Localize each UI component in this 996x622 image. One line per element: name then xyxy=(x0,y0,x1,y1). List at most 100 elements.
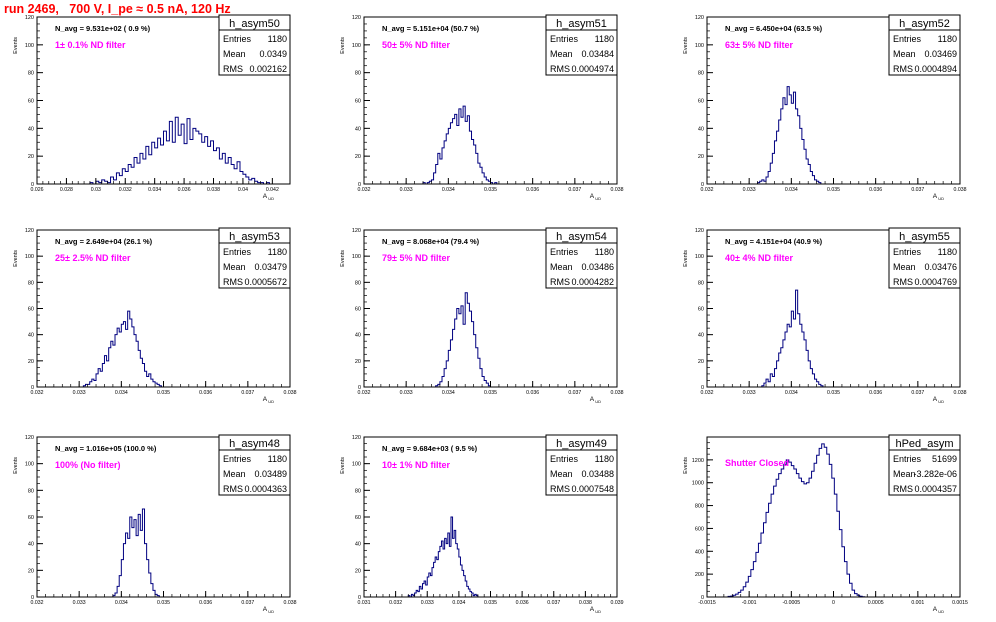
x-tick-label: 0.034 xyxy=(442,187,455,193)
stats-box xyxy=(888,434,961,496)
stats-entries-label: Entries xyxy=(893,247,922,257)
y-tick-label: 100 xyxy=(695,254,704,260)
y-tick-label: 100 xyxy=(25,254,34,260)
histogram-panel-h_asym52: 0 20 40 60 80 100 120 0.032 0.033 0.034 0.035 0.036… xyxy=(683,14,967,201)
stats-entries-value: 1180 xyxy=(595,34,614,44)
x-tick-label: -0.001 xyxy=(742,600,757,606)
navg-label: N_avg = 6.450e+04 (63.5 %) xyxy=(725,24,823,33)
x-tick-label: 0.038 xyxy=(579,600,592,606)
x-tick-label: 0.033 xyxy=(743,390,756,396)
x-tick-label: 0.031 xyxy=(358,600,371,606)
x-tick-label: 0.038 xyxy=(954,187,967,193)
stats-box xyxy=(545,14,618,76)
y-tick-label: 0 xyxy=(701,182,704,188)
x-axis-label: A UD xyxy=(590,606,601,614)
x-tick-label: 0.034 xyxy=(785,390,798,396)
x-tick-label: 0.033 xyxy=(73,600,86,606)
stats-box xyxy=(218,434,291,496)
y-tick-label: 60 xyxy=(28,515,34,521)
y-tick-label: 80 xyxy=(355,488,361,494)
navg-label: N_avg = 9.684e+03 ( 9.5 %) xyxy=(382,444,478,453)
x-axis-label: A UD xyxy=(263,193,274,201)
navg-label: N_avg = 2.649e+04 (26.1 %) xyxy=(55,237,153,246)
x-axis-label-subscript: UD xyxy=(937,609,944,614)
histogram-line xyxy=(89,116,270,185)
y-tick-label: 80 xyxy=(355,280,361,286)
y-tick-label: 40 xyxy=(28,333,34,339)
histogram-name: h_asym55 xyxy=(899,231,950,243)
stats-mean-value: 0.03479 xyxy=(254,262,287,272)
stats-mean-label: Mean xyxy=(550,469,573,479)
x-tick-label: 0.036 xyxy=(526,390,539,396)
y-axis-label: Events xyxy=(683,457,689,474)
x-tick-label: 0.035 xyxy=(157,600,170,606)
x-tick-label: 0.035 xyxy=(484,390,497,396)
x-tick-label: 0.038 xyxy=(284,390,297,396)
y-tick-label: 120 xyxy=(25,435,34,441)
x-tick-label: 0.032 xyxy=(389,600,402,606)
x-tick-label: 0.037 xyxy=(547,600,560,606)
stats-rms-value: 0.0004282 xyxy=(571,277,614,287)
x-tick-label: 0.037 xyxy=(568,187,581,193)
histogram-name: h_asym53 xyxy=(229,231,280,243)
x-tick-label: 0.036 xyxy=(869,187,882,193)
y-tick-label: 100 xyxy=(352,43,361,49)
x-tick-label: 0.036 xyxy=(199,390,212,396)
y-axis-label: Events xyxy=(340,457,346,474)
histogram-name: h_asym50 xyxy=(229,18,280,30)
y-tick-label: 60 xyxy=(698,99,704,105)
stats-entries-value: 51699 xyxy=(932,454,957,464)
x-tick-label: 0.033 xyxy=(421,600,434,606)
x-tick-label: 0.032 xyxy=(358,187,371,193)
x-tick-label: 0.035 xyxy=(827,390,840,396)
stats-entries-value: 1180 xyxy=(268,34,287,44)
x-tick-label: 0.038 xyxy=(954,390,967,396)
x-tick-label: 0.033 xyxy=(400,187,413,193)
x-axis-label-subscript: UD xyxy=(267,196,274,201)
histogram-line xyxy=(407,516,479,598)
y-tick-label: 40 xyxy=(698,126,704,132)
x-tick-label: 0.036 xyxy=(869,390,882,396)
y-tick-label: 20 xyxy=(355,154,361,160)
stats-box xyxy=(888,14,961,76)
y-tick-label: 120 xyxy=(25,228,34,234)
stats-rms-value: 0.0004769 xyxy=(914,277,957,287)
histogram-line xyxy=(422,105,498,185)
navg-label: N_avg = 1.016e+05 (100.0 %) xyxy=(55,444,157,453)
y-tick-label: 0 xyxy=(358,385,361,391)
x-axis-label: A UD xyxy=(263,396,274,404)
stats-rms-value: 0.002162 xyxy=(249,64,287,74)
x-axis-label: A UD xyxy=(590,396,601,404)
stats-entries-label: Entries xyxy=(893,454,922,464)
y-tick-label: 80 xyxy=(28,280,34,286)
x-tick-label: 0.035 xyxy=(484,187,497,193)
y-tick-label: 60 xyxy=(28,307,34,313)
x-tick-label: 0.037 xyxy=(911,390,924,396)
histogram-line xyxy=(761,289,824,387)
x-axis-label-subscript: UD xyxy=(594,399,601,404)
y-tick-label: 120 xyxy=(695,15,704,21)
y-tick-label: 400 xyxy=(695,549,704,555)
x-tick-label: 0.032 xyxy=(358,390,371,396)
y-tick-label: 0 xyxy=(358,595,361,601)
y-tick-label: 20 xyxy=(355,359,361,365)
histogram-line xyxy=(435,292,491,387)
stats-mean-value: -3.282e-06 xyxy=(913,469,957,479)
y-tick-label: 20 xyxy=(355,568,361,574)
stats-rms-label: RMS xyxy=(893,484,913,494)
y-tick-label: 0 xyxy=(358,182,361,188)
y-tick-label: 20 xyxy=(28,568,34,574)
stats-mean-value: 0.03476 xyxy=(924,262,957,272)
x-axis-label: A UD xyxy=(933,606,944,614)
histogram-name: h_asym51 xyxy=(556,18,607,30)
stats-mean-label: Mean xyxy=(550,262,573,272)
stats-mean-value: 0.03486 xyxy=(581,262,614,272)
x-tick-label: 0.034 xyxy=(785,187,798,193)
stats-box xyxy=(218,14,291,76)
navg-label: N_avg = 8.068e+04 (79.4 %) xyxy=(382,237,480,246)
y-tick-label: 120 xyxy=(695,228,704,234)
stats-mean-value: 0.03469 xyxy=(924,49,957,59)
x-tick-label: -0.0015 xyxy=(698,600,716,606)
stats-rms-value: 0.0004357 xyxy=(914,484,957,494)
stats-mean-label: Mean xyxy=(893,49,916,59)
